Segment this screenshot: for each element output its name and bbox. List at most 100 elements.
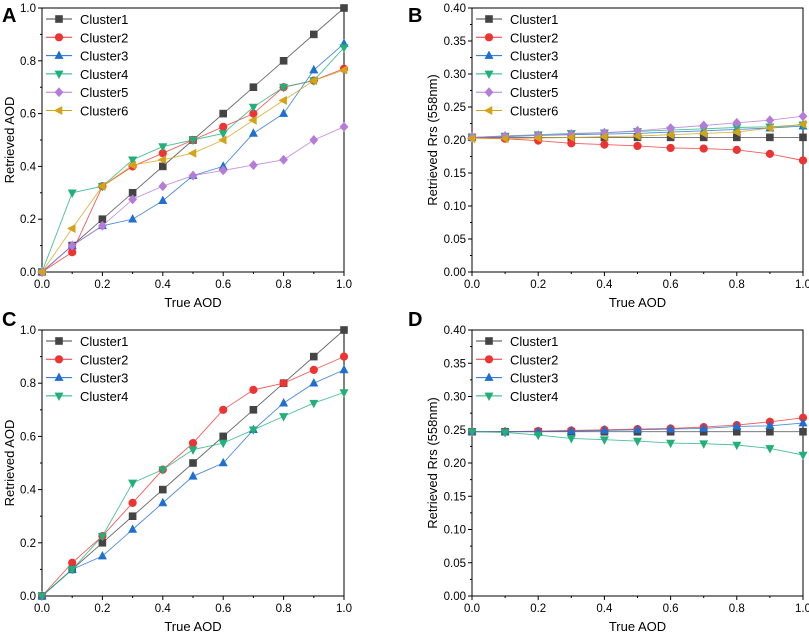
legend: Cluster1 Cluster2 Cluster3 Cluster4 bbox=[46, 334, 128, 404]
data-point bbox=[765, 115, 775, 126]
data-point bbox=[248, 115, 257, 125]
data-point bbox=[340, 4, 348, 12]
y-tick-label: 0.40 bbox=[444, 325, 466, 337]
data-point bbox=[732, 421, 742, 430]
legend-label: Cluster3 bbox=[510, 49, 558, 64]
data-point bbox=[666, 423, 676, 433]
data-point bbox=[339, 364, 349, 374]
data-point bbox=[128, 479, 138, 489]
x-tick-label: 0.8 bbox=[729, 603, 745, 615]
data-point bbox=[188, 170, 198, 181]
y-tick-label: 0.2 bbox=[20, 214, 36, 226]
legend: Cluster1 Cluster2 Cluster3 Cluster4 Cluster5… bbox=[46, 12, 128, 119]
data-point bbox=[158, 497, 168, 507]
legend-label: Cluster5 bbox=[80, 85, 128, 100]
data-point bbox=[309, 399, 319, 409]
data-point bbox=[218, 457, 228, 467]
data-point bbox=[157, 155, 167, 165]
y-tick-label: 0.20 bbox=[444, 458, 466, 470]
data-point bbox=[218, 439, 228, 449]
data-point bbox=[699, 144, 708, 153]
data-point bbox=[37, 592, 47, 602]
y-axis-title: Retrieved AOD bbox=[2, 97, 17, 184]
data-point bbox=[699, 120, 709, 131]
data-point bbox=[467, 428, 477, 437]
data-point bbox=[218, 165, 228, 176]
data-point bbox=[665, 130, 674, 140]
data-point bbox=[566, 132, 575, 142]
legend-label: Cluster5 bbox=[510, 85, 558, 100]
data-point bbox=[159, 162, 167, 171]
data-point bbox=[633, 141, 642, 151]
y-tick-label: 1.0 bbox=[20, 325, 36, 337]
y-tick-label: 0.30 bbox=[444, 69, 466, 81]
y-tick-label: 0.25 bbox=[444, 102, 466, 114]
chart-panel-b: B 0.0 0.2 0.4 0.6 0.8 1.0 0.00 0.05 0.10 0.15 0.20 0… bbox=[408, 3, 809, 310]
data-point bbox=[248, 103, 258, 113]
data-point bbox=[97, 181, 106, 191]
data-point bbox=[764, 123, 774, 133]
legend-marker bbox=[484, 372, 494, 381]
x-tick-label: 0.4 bbox=[155, 603, 172, 615]
data-point bbox=[158, 143, 168, 152]
y-tick-label: 0.35 bbox=[444, 36, 466, 48]
data-point bbox=[189, 459, 197, 467]
series-cluster4 bbox=[37, 389, 349, 602]
data-point bbox=[218, 130, 228, 139]
legend-marker bbox=[484, 355, 494, 364]
data-point bbox=[279, 413, 289, 422]
data-point bbox=[128, 214, 138, 223]
data-point bbox=[698, 128, 708, 138]
legend-marker bbox=[484, 33, 494, 42]
data-point bbox=[798, 451, 808, 461]
x-tick-label: 1.0 bbox=[336, 603, 352, 615]
data-point bbox=[797, 119, 807, 129]
data-point bbox=[766, 133, 774, 142]
x-tick-label: 0.6 bbox=[663, 603, 679, 615]
data-point bbox=[699, 440, 709, 449]
x-tick-label: 0.4 bbox=[596, 279, 613, 291]
x-tick-label: 0.0 bbox=[34, 603, 50, 615]
y-axis-title: Retrieved Rrs (558nm) bbox=[425, 397, 440, 529]
legend-label: Cluster2 bbox=[80, 30, 128, 45]
data-point bbox=[765, 149, 775, 158]
data-point bbox=[97, 220, 107, 231]
y-tick-label: 0.00 bbox=[444, 267, 466, 279]
data-point bbox=[158, 195, 168, 205]
data-point bbox=[732, 145, 741, 154]
legend-marker bbox=[54, 33, 64, 42]
data-point bbox=[219, 122, 228, 131]
data-point bbox=[158, 181, 168, 192]
data-point bbox=[279, 154, 289, 165]
y-tick-label: 0.6 bbox=[20, 109, 36, 121]
x-tick-label: 0.0 bbox=[34, 279, 50, 291]
legend: Cluster1 Cluster2 Cluster3 Cluster4 bbox=[476, 334, 558, 404]
series-cluster6 bbox=[466, 119, 807, 144]
data-point bbox=[248, 426, 258, 435]
data-point bbox=[219, 432, 227, 441]
data-point bbox=[765, 420, 775, 430]
data-point bbox=[731, 127, 741, 137]
x-tick-label: 0.0 bbox=[464, 603, 480, 615]
legend-marker bbox=[484, 87, 494, 98]
series-line bbox=[41, 392, 345, 597]
y-tick-label: 0.30 bbox=[444, 392, 466, 404]
data-point bbox=[279, 83, 289, 93]
data-point bbox=[308, 76, 318, 86]
y-tick-label: 1.0 bbox=[20, 3, 36, 15]
data-point bbox=[339, 44, 349, 53]
legend-label: Cluster3 bbox=[510, 371, 558, 386]
y-tick-label: 0.8 bbox=[20, 378, 36, 390]
data-point bbox=[188, 446, 198, 455]
x-tick-label: 0.6 bbox=[663, 279, 679, 291]
x-tick-label: 0.2 bbox=[530, 279, 546, 291]
legend-marker bbox=[484, 70, 494, 80]
data-point bbox=[338, 65, 348, 75]
y-tick-label: 0.05 bbox=[444, 558, 466, 570]
x-tick-label: 0.4 bbox=[596, 603, 613, 615]
x-tick-label: 0.0 bbox=[464, 279, 480, 291]
data-point bbox=[279, 379, 288, 388]
data-point bbox=[798, 111, 808, 122]
data-point bbox=[309, 352, 318, 361]
